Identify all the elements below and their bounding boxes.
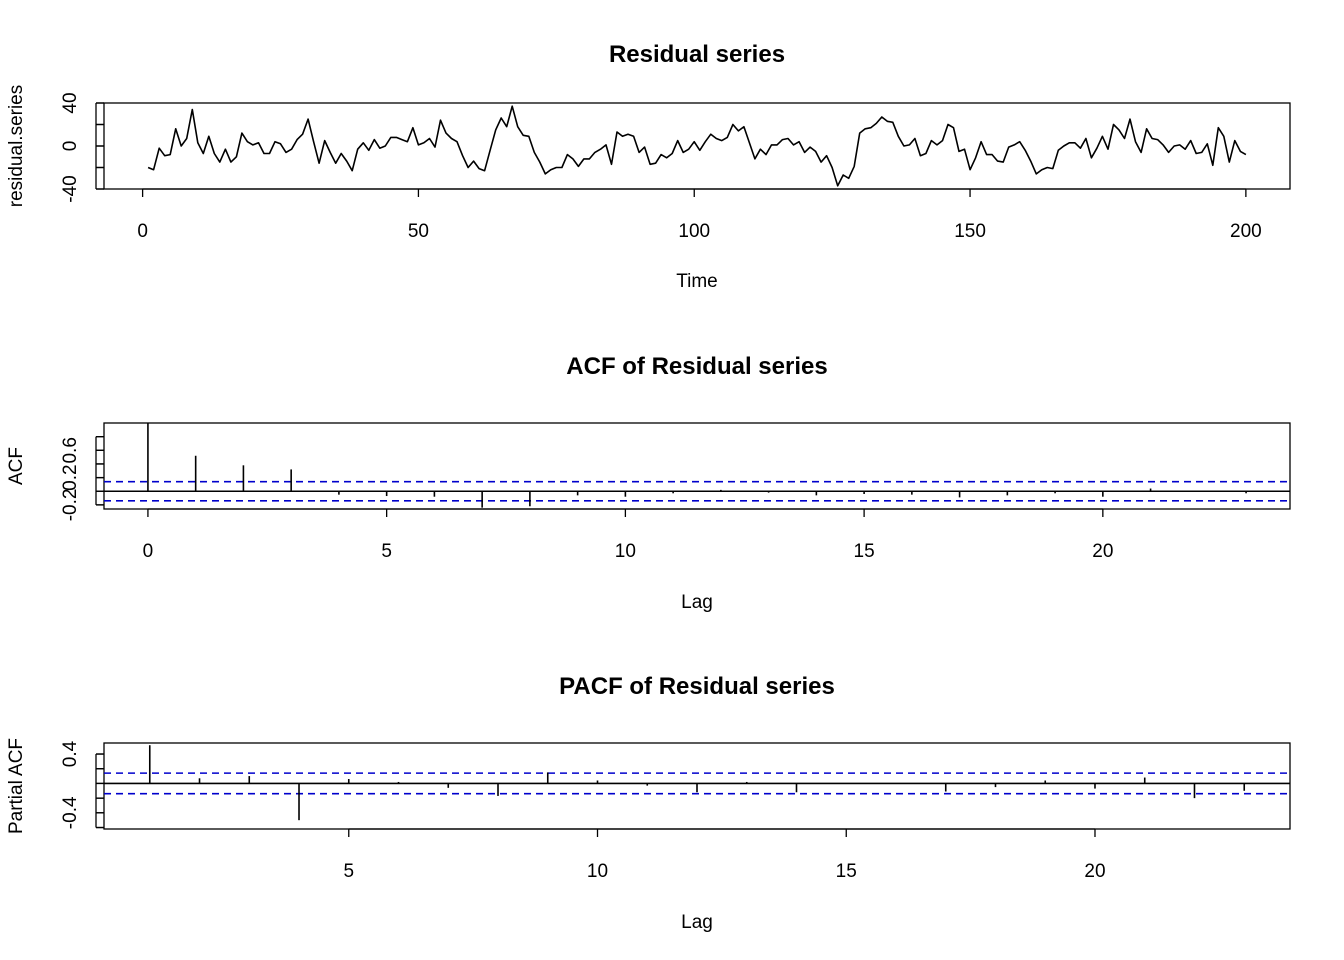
x-tick-label: 20 <box>1092 541 1113 562</box>
y-tick-label: -0.4 <box>60 796 81 829</box>
marks-layer: 0 5 10 15 20 -0.20.20.6 <box>60 423 1290 562</box>
x-axis-label: Lag <box>681 592 713 613</box>
y-axis-label: residual.series <box>6 85 27 208</box>
x-axis-label: Time <box>676 271 718 292</box>
marks-layer: 5 10 15 20 -0.4 0.4 <box>60 740 1290 882</box>
y-tick-label: 0.6 <box>60 437 81 463</box>
x-tick-label: 5 <box>381 541 392 562</box>
x-tick-label: 200 <box>1230 221 1262 242</box>
x-axis-label: Lag <box>681 912 713 933</box>
x-tick-label: 10 <box>587 861 608 882</box>
y-tick-label: 0.4 <box>60 740 81 767</box>
marks-layer: 0 50 100 150 200 -40 0 40 <box>60 92 1262 242</box>
residual-series-panel: Residual series Time residual.series 0 50… <box>6 41 1291 292</box>
y-axis-label: Partial ACF <box>6 738 27 834</box>
series-line <box>147 105 1247 187</box>
x-tick-label: 0 <box>137 221 148 242</box>
x-tick-label: 100 <box>678 221 710 242</box>
x-tick-label: 15 <box>854 541 875 562</box>
y-axis-label: ACF <box>6 447 27 485</box>
chart-title: PACF of Residual series <box>559 673 835 700</box>
chart-title: Residual series <box>609 41 785 68</box>
plot-frame <box>103 422 1291 510</box>
x-tick-label: 10 <box>615 541 636 562</box>
chart-title: ACF of Residual series <box>566 353 827 380</box>
acf-panel: ACF of Residual series Lag ACF 0 5 10 15 20 -… <box>6 353 1291 613</box>
x-tick-label: 150 <box>954 221 986 242</box>
pacf-panel: PACF of Residual series Lag Partial ACF … <box>6 673 1291 933</box>
y-tick-label: -0.2 <box>60 489 81 522</box>
y-tick-label: 0 <box>60 141 81 152</box>
x-tick-label: 20 <box>1084 861 1105 882</box>
y-tick-label: 0.2 <box>60 464 81 490</box>
x-tick-label: 15 <box>836 861 857 882</box>
y-tick-label: 40 <box>60 92 81 113</box>
y-tick-label: -40 <box>60 175 81 202</box>
x-tick-label: 5 <box>343 861 354 882</box>
x-tick-label: 0 <box>143 541 154 562</box>
x-tick-label: 50 <box>408 221 429 242</box>
